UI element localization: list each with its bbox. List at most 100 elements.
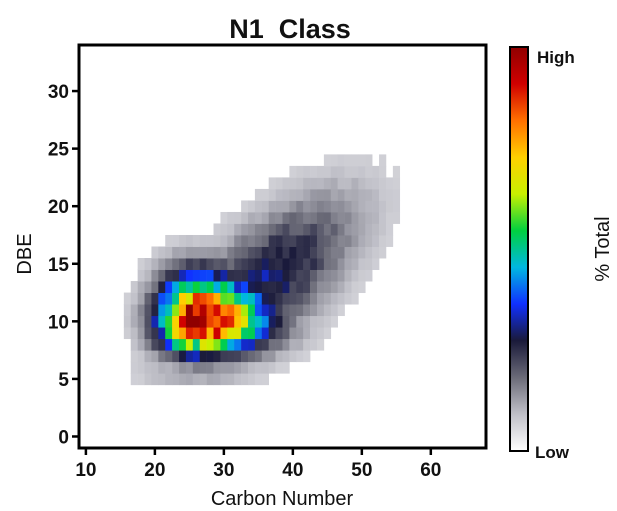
heatmap-cell <box>220 281 228 294</box>
heatmap-cell <box>151 373 159 386</box>
heatmap-cell <box>185 373 194 386</box>
heatmap-cell <box>241 315 249 328</box>
heatmap-cell <box>372 177 380 190</box>
heatmap-cell <box>268 177 276 190</box>
heatmap-cell <box>220 304 228 317</box>
heatmap-cell <box>227 304 235 317</box>
heatmap-cell <box>172 258 180 270</box>
heatmap-cell <box>151 258 159 270</box>
heatmap-cell <box>185 350 194 363</box>
heatmap-cell <box>192 315 200 328</box>
plot-frame <box>77 43 488 450</box>
heatmap-cell <box>358 154 366 167</box>
heatmap-cell <box>261 338 269 351</box>
heatmap-cell <box>289 350 297 363</box>
heatmap-cell <box>241 211 249 224</box>
heatmap-cell <box>365 165 373 178</box>
heatmap-cell <box>165 373 173 386</box>
heatmap-cell <box>199 292 207 305</box>
heatmap-cell <box>275 338 283 351</box>
heatmap-cell <box>282 200 290 213</box>
heatmap-cell <box>206 361 214 374</box>
heatmap-cell <box>392 177 401 190</box>
heatmap-cell <box>296 315 304 328</box>
heatmap-cell <box>365 223 373 236</box>
heatmap-cell <box>296 258 304 270</box>
heatmap-cell <box>337 234 345 247</box>
heatmap-cell <box>372 188 380 201</box>
heatmap-cell <box>289 165 297 178</box>
heatmap-cell <box>392 200 401 213</box>
heatmap-cell <box>268 223 276 236</box>
heatmap-cell <box>234 350 242 363</box>
heatmap-cell <box>261 373 269 386</box>
heatmap-cell <box>192 234 200 247</box>
heatmap-cell <box>220 327 228 340</box>
heatmap-cell <box>344 258 352 270</box>
heatmap-cell <box>144 361 152 374</box>
heatmap-cell <box>310 269 318 282</box>
heatmap-cell <box>192 281 200 294</box>
heatmap-cell <box>296 281 304 294</box>
heatmap-cell <box>289 338 297 351</box>
heatmap-cell <box>351 200 359 213</box>
heatmap-cell <box>330 223 338 236</box>
heatmap-cell <box>379 234 387 247</box>
heatmap-cell <box>192 258 200 270</box>
heatmap-cell <box>310 234 318 247</box>
heatmap-cell <box>227 338 235 351</box>
heatmap-cell <box>303 327 311 340</box>
heatmap-cell <box>206 338 214 351</box>
heatmap-cell <box>337 292 345 305</box>
heatmap-cell <box>241 361 249 374</box>
heatmap-cell <box>192 361 200 374</box>
heatmap-cell <box>220 223 228 236</box>
heatmap-cell <box>123 292 132 305</box>
heatmap-cell <box>227 350 235 363</box>
heatmap-cell <box>358 234 366 247</box>
heatmap-cell <box>351 177 359 190</box>
heatmap-cell <box>289 327 297 340</box>
heatmap-cell <box>379 177 387 190</box>
x-tick-label: 60 <box>420 460 441 481</box>
heatmap-cell <box>282 223 290 236</box>
heatmap-cell <box>323 269 332 282</box>
y-tick-label: 20 <box>48 197 69 218</box>
heatmap-cell <box>282 338 290 351</box>
heatmap-cell <box>172 246 180 259</box>
heatmap-cell <box>261 304 269 317</box>
heatmap-cell <box>179 361 187 374</box>
heatmap-cell <box>158 281 166 294</box>
heatmap-cell <box>268 281 276 294</box>
heatmap-cell <box>199 304 207 317</box>
heatmap-cell <box>344 223 352 236</box>
heatmap-cell <box>185 292 194 305</box>
heatmap-cell <box>303 200 311 213</box>
heatmap-cell <box>275 327 283 340</box>
heatmap-cell <box>268 211 276 224</box>
heatmap-cell <box>275 246 283 259</box>
heatmap-cell <box>365 211 373 224</box>
heatmap-cell <box>337 200 345 213</box>
heatmap-cell <box>158 350 166 363</box>
heatmap-cell <box>268 258 276 270</box>
heatmap-cell <box>261 211 269 224</box>
heatmap-cell <box>303 258 311 270</box>
chart-title: N1 Class <box>229 14 351 44</box>
heatmap-cell <box>323 258 332 270</box>
heatmap-cell <box>192 338 200 351</box>
heatmap-cell <box>199 361 207 374</box>
heatmap-cell <box>330 304 338 317</box>
heatmap-cell <box>379 200 387 213</box>
heatmap-cell <box>351 165 359 178</box>
heatmap-cell <box>165 304 173 317</box>
heatmap-cell <box>261 188 269 201</box>
heatmap-cell <box>158 258 166 270</box>
heatmap-cell <box>165 361 173 374</box>
colorbar-low-label: Low <box>535 443 570 462</box>
heatmap-cell <box>179 258 187 270</box>
heatmap-cell <box>310 338 318 351</box>
heatmap-cell <box>179 234 187 247</box>
heatmap-cell <box>158 246 166 259</box>
heatmap-cell <box>282 292 290 305</box>
